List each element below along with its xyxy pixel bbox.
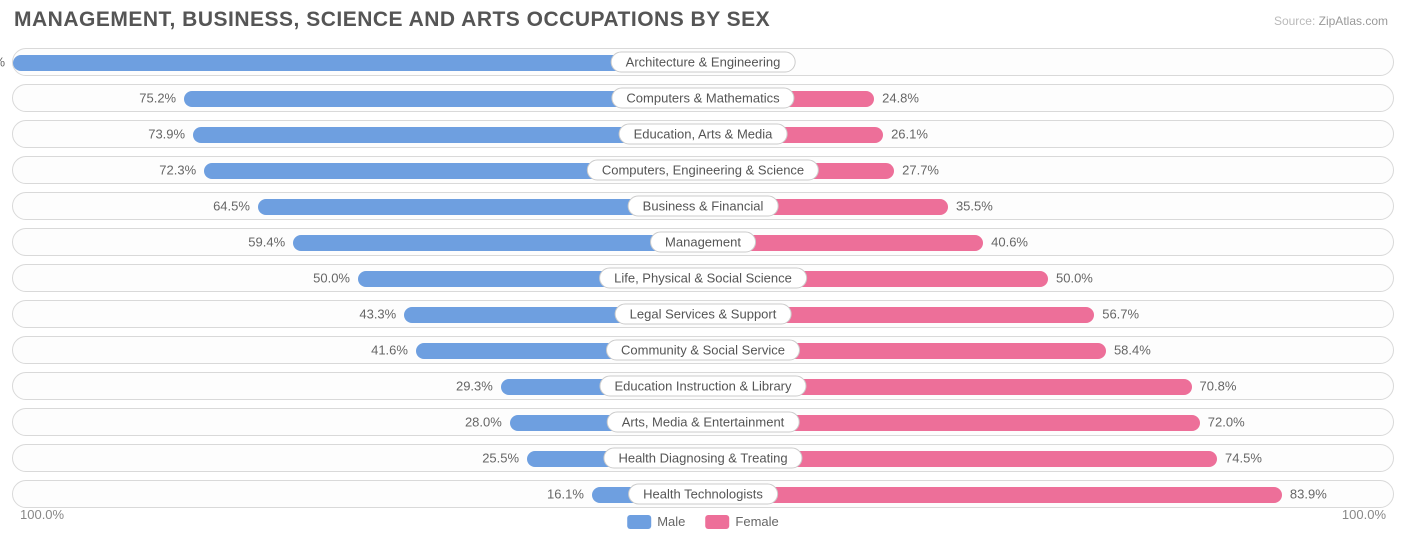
chart-title: MANAGEMENT, BUSINESS, SCIENCE AND ARTS O… — [14, 8, 770, 32]
male-bar — [13, 55, 703, 71]
female-value: 74.5% — [1225, 451, 1262, 466]
female-value: 70.8% — [1200, 379, 1237, 394]
female-value: 58.4% — [1114, 343, 1151, 358]
category-label: Business & Financial — [628, 196, 779, 217]
chart-row: 16.1% 83.9% Health Technologists — [12, 480, 1394, 508]
chart-row: 28.0% 72.0% Arts, Media & Entertainment — [12, 408, 1394, 436]
category-label: Health Diagnosing & Treating — [603, 448, 802, 469]
category-label: Legal Services & Support — [615, 304, 792, 325]
category-label: Life, Physical & Social Science — [599, 268, 807, 289]
female-bar — [703, 487, 1282, 503]
chart-row: 72.3% 27.7% Computers, Engineering & Scien… — [12, 156, 1394, 184]
chart-row: 50.0% 50.0% Life, Physical & Social Scienc… — [12, 264, 1394, 292]
female-value: 83.9% — [1290, 487, 1327, 502]
category-label: Computers, Engineering & Science — [587, 160, 819, 181]
chart-row: 75.2% 24.8% Computers & Mathematics — [12, 84, 1394, 112]
chart-row: 73.9% 26.1% Education, Arts & Media — [12, 120, 1394, 148]
source-label: Source: — [1274, 14, 1315, 28]
occupations-by-sex-chart: MANAGEMENT, BUSINESS, SCIENCE AND ARTS O… — [0, 0, 1406, 559]
chart-row: 64.5% 35.5% Business & Financial — [12, 192, 1394, 220]
chart-row: 29.3% 70.8% Education Instruction & Librar… — [12, 372, 1394, 400]
category-label: Health Technologists — [628, 484, 778, 505]
female-value: 40.6% — [991, 235, 1028, 250]
female-value: 24.8% — [882, 91, 919, 106]
category-label: Community & Social Service — [606, 340, 800, 361]
female-value: 56.7% — [1102, 307, 1139, 322]
male-value: 25.5% — [482, 451, 519, 466]
male-value: 28.0% — [465, 415, 502, 430]
axis-right-label: 100.0% — [1342, 507, 1386, 522]
male-value: 43.3% — [359, 307, 396, 322]
legend-male: Male — [627, 514, 685, 529]
female-value: 35.5% — [956, 199, 993, 214]
category-label: Management — [650, 232, 756, 253]
legend-female-swatch — [705, 515, 729, 529]
legend-female: Female — [705, 514, 778, 529]
female-value: 27.7% — [902, 163, 939, 178]
chart-row: 41.6% 58.4% Community & Social Service — [12, 336, 1394, 364]
category-label: Arts, Media & Entertainment — [607, 412, 800, 433]
male-value: 29.3% — [456, 379, 493, 394]
chart-row: 100.0%0.0%Architecture & Engineering — [12, 48, 1394, 76]
male-value: 16.1% — [547, 487, 584, 502]
male-bar — [293, 235, 703, 251]
legend-male-swatch — [627, 515, 651, 529]
legend-male-label: Male — [657, 514, 685, 529]
source-value: ZipAtlas.com — [1319, 14, 1388, 28]
legend-female-label: Female — [735, 514, 778, 529]
female-value: 72.0% — [1208, 415, 1245, 430]
male-value: 41.6% — [371, 343, 408, 358]
chart-rows: 100.0%0.0%Architecture & Engineering 75.2… — [12, 48, 1394, 516]
male-value: 75.2% — [139, 91, 176, 106]
male-value: 72.3% — [159, 163, 196, 178]
female-value: 50.0% — [1056, 271, 1093, 286]
chart-row: 43.3% 56.7% Legal Services & Support — [12, 300, 1394, 328]
category-label: Architecture & Engineering — [611, 52, 796, 73]
male-value: 50.0% — [313, 271, 350, 286]
chart-row: 25.5% 74.5% Health Diagnosing & Treating — [12, 444, 1394, 472]
female-value: 26.1% — [891, 127, 928, 142]
male-value: 100.0% — [0, 55, 5, 70]
category-label: Education Instruction & Library — [599, 376, 806, 397]
category-label: Education, Arts & Media — [619, 124, 788, 145]
male-value: 64.5% — [213, 199, 250, 214]
chart-row: 59.4% 40.6% Management — [12, 228, 1394, 256]
chart-source: Source: ZipAtlas.com — [1274, 14, 1388, 28]
male-value: 73.9% — [148, 127, 185, 142]
male-value: 59.4% — [248, 235, 285, 250]
category-label: Computers & Mathematics — [611, 88, 794, 109]
chart-legend: Male Female — [627, 514, 779, 529]
axis-left-label: 100.0% — [20, 507, 64, 522]
